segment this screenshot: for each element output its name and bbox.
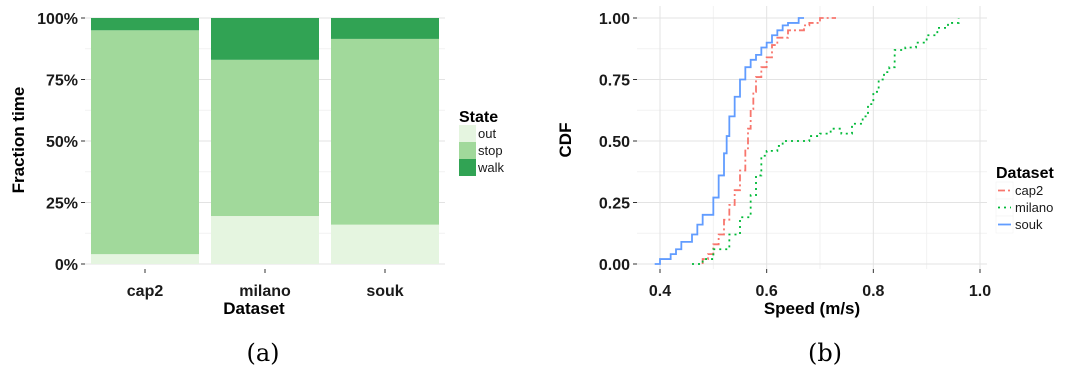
y-tick-label: 0% [55, 257, 78, 274]
y-ticks-a: 0% 25% 50% 75% 100% [37, 11, 85, 274]
bar-walk-milano [211, 18, 319, 60]
plot-background-b [637, 6, 987, 269]
x-axis-label-a: Dataset [223, 299, 285, 318]
cdf-line-cap2 [701, 17, 836, 264]
bar-stop-cap2 [91, 30, 199, 255]
cdf-line-chart: 0.00 0.25 0.50 0.75 1.00 0.4 0.6 0.8 1.0 CDF Sp… [556, 6, 1054, 367]
caption-b: (b) [808, 339, 842, 367]
y-tick-label: 100% [37, 11, 78, 28]
x-ticks-a: cap2 milano souk [127, 269, 404, 300]
legend-title-a: State [459, 109, 498, 126]
y-tick-label: 50% [46, 134, 78, 151]
y-tick-label: 25% [46, 196, 78, 213]
x-tick-label: souk [366, 283, 403, 300]
legend-label-walk: walk [477, 160, 505, 175]
x-tick-label: 0.8 [862, 283, 884, 300]
y-ticks-b: 0.00 0.25 0.50 0.75 1.00 [599, 11, 637, 274]
legend-label-souk: souk [1015, 217, 1043, 232]
legend-key-walk [459, 159, 476, 176]
bar-walk-souk [331, 18, 439, 39]
legend-label-out: out [478, 126, 496, 141]
x-axis-label-b: Speed (m/s) [764, 299, 860, 318]
bar-stop-souk [331, 38, 439, 225]
bar-walk-cap2 [91, 18, 199, 31]
x-tick-label: cap2 [127, 283, 164, 300]
y-tick-label: 0.00 [599, 257, 630, 274]
x-ticks-b: 0.4 0.6 0.8 1.0 [649, 269, 991, 300]
legend-label-stop: stop [478, 143, 503, 158]
bar-out-souk [331, 224, 439, 264]
y-tick-label: 1.00 [599, 11, 630, 28]
legend-a: State out stop walk [459, 109, 505, 176]
y-tick-label: 0.25 [599, 196, 630, 213]
caption-a: (a) [246, 339, 279, 367]
y-tick-label: 75% [46, 73, 78, 90]
stacked-bar-chart: 0% 25% 50% 75% 100% cap2 milano souk Fraction … [9, 6, 505, 367]
y-axis-label-a: Fraction time [9, 87, 28, 194]
x-tick-label: 0.4 [649, 283, 671, 300]
x-tick-label: 1.0 [969, 283, 991, 300]
cdf-lines [654, 17, 960, 265]
bar-stop-milano [211, 59, 319, 217]
bars-a [91, 18, 439, 264]
legend-label-milano: milano [1015, 200, 1053, 215]
gridlines-b [637, 6, 987, 269]
y-tick-label: 0.50 [599, 134, 630, 151]
y-tick-label: 0.75 [599, 73, 630, 90]
bar-out-milano [211, 216, 319, 264]
cdf-line-souk [654, 17, 804, 265]
legend-title-b: Dataset [996, 165, 1054, 182]
legend-key-stop [459, 142, 476, 159]
legend-label-cap2: cap2 [1015, 183, 1043, 198]
y-axis-label-b: CDF [556, 123, 575, 158]
x-tick-label: milano [239, 283, 291, 300]
bar-out-cap2 [91, 254, 199, 264]
legend-b: Dataset cap2 milano souk [995, 165, 1054, 234]
legend-key-out [459, 125, 476, 142]
x-tick-label: 0.6 [756, 283, 778, 300]
